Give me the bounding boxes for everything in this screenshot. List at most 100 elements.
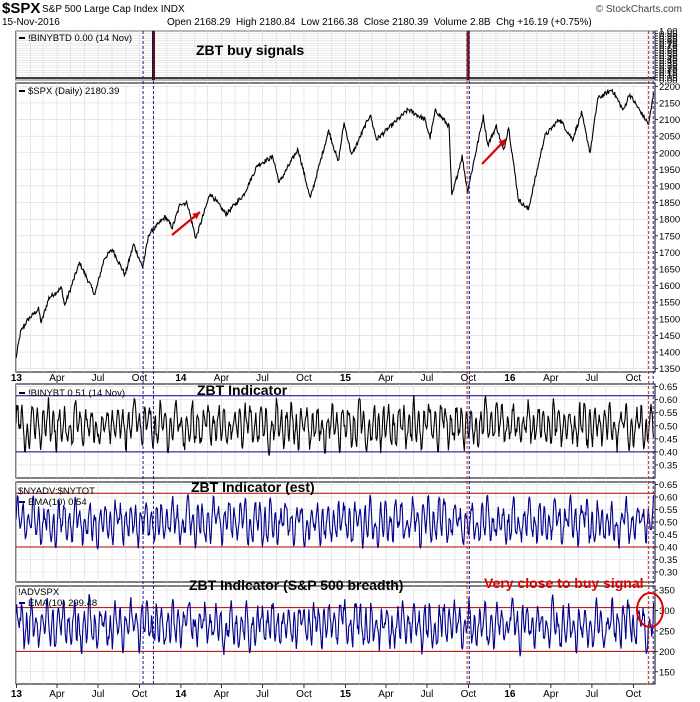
y-tick-label: 0.95 — [659, 29, 678, 40]
ohlc-summary: Open 2168.29 High 2180.84 Low 2166.38 Cl… — [167, 17, 592, 28]
x-tick-label: Jul — [256, 689, 269, 700]
y-tick-label: 0.40 — [659, 447, 678, 458]
x-tick-label: 13 — [11, 373, 23, 384]
y-tick-label: 2100 — [659, 115, 680, 126]
y-tick-label: 0.45 — [659, 434, 678, 445]
y-tick-label: 0.75 — [659, 39, 678, 50]
x-tick-label: 13 — [11, 689, 23, 700]
x-tick-label: Oct — [132, 689, 148, 700]
x-tick-label: Oct — [626, 689, 642, 700]
highlight-circle — [636, 592, 664, 628]
y-tick-label: 1850 — [659, 198, 680, 209]
legend-swatch — [19, 37, 25, 39]
x-tick-label: 15 — [340, 373, 352, 384]
x-tick-label: Apr — [543, 373, 559, 384]
annotation-close-to-signal: Very close to buy signal — [484, 575, 644, 591]
y-tick-label: 0.10 — [659, 71, 678, 82]
x-tick-label: Apr — [543, 689, 559, 700]
zbt-est-line — [15, 494, 655, 550]
x-tick-label: Apr — [49, 689, 65, 700]
y-tick-label: 0.85 — [659, 34, 678, 45]
y-tick-label: 0.45 — [659, 530, 678, 541]
y-tick-label: 0.55 — [659, 505, 678, 516]
y-tick-label: 0.15 — [659, 68, 678, 79]
x-tick-label: Oct — [296, 689, 312, 700]
y-tick-label: 0.35 — [659, 460, 678, 471]
annotation-zbt-breadth: ZBT Indicator (S&P 500 breadth) — [189, 577, 403, 593]
y-tick-label: 0.50 — [659, 421, 678, 432]
y-tick-label: 350 — [659, 586, 675, 597]
legend-swatch — [19, 392, 25, 394]
legend-swatch — [19, 501, 25, 503]
chart-date: 15-Nov-2016 — [2, 17, 60, 28]
y-tick-label: 0.40 — [659, 543, 678, 554]
legend-swatch — [19, 90, 25, 92]
y-tick-label: 2050 — [659, 132, 680, 143]
y-tick-label: 1950 — [659, 165, 680, 176]
y-tick-label: 0.60 — [659, 395, 678, 406]
y-tick-label: 0.70 — [659, 41, 678, 52]
y-tick-label: 1350 — [659, 364, 680, 375]
x-tick-label: 14 — [175, 689, 187, 700]
y-tick-label: 2150 — [659, 98, 680, 109]
chart-header: $SPX S&P 500 Large Cap Index INDX 15-Nov… — [0, 0, 700, 30]
y-tick-label: 0.30 — [659, 568, 678, 579]
x-tick-label: Apr — [214, 689, 230, 700]
annotation-zbt-est: ZBT Indicator (est) — [191, 479, 315, 495]
y-tick-label: 1650 — [659, 265, 680, 276]
panel-legend: !BINYBT 0.51 (14 Nov) — [28, 388, 125, 399]
x-tick-label: 16 — [504, 689, 516, 700]
y-tick-label: 250 — [659, 626, 675, 637]
y-tick-label: 0.30 — [659, 61, 678, 72]
panel-legend: EMA(10) 299.48 — [28, 598, 97, 609]
y-tick-label: 1550 — [659, 298, 680, 309]
y-tick-label: 0.05 — [659, 73, 678, 84]
y-tick-label: 0.25 — [659, 63, 678, 74]
x-tick-label: Jul — [586, 373, 599, 384]
spx-price-line — [15, 88, 655, 359]
y-tick-label: 2000 — [659, 148, 680, 159]
y-tick-label: 200 — [659, 647, 675, 658]
y-tick-label: 0.55 — [659, 49, 678, 60]
x-tick-label: Apr — [49, 373, 65, 384]
y-tick-label: 2200 — [659, 82, 680, 93]
buy-signal-bar — [466, 30, 470, 81]
y-tick-label: 0.35 — [659, 58, 678, 69]
x-tick-label: Jul — [256, 373, 269, 384]
y-tick-label: 1800 — [659, 215, 680, 226]
y-tick-label: 1500 — [659, 314, 680, 325]
y-tick-label: 0.40 — [659, 56, 678, 67]
panel-legend: !BINYBTD 0.00 (14 Nov) — [28, 33, 132, 44]
x-tick-label: Apr — [214, 373, 230, 384]
annotation-buy-signals: ZBT buy signals — [196, 42, 304, 58]
x-tick-label: Oct — [461, 373, 477, 384]
x-tick-label: Apr — [378, 373, 394, 384]
annotation-zbt-indicator: ZBT Indicator — [197, 382, 288, 398]
ticker-symbol: $SPX — [2, 0, 41, 17]
y-tick-label: 0.50 — [659, 518, 678, 529]
y-tick-label: 1900 — [659, 181, 680, 192]
x-tick-label: 15 — [340, 689, 352, 700]
panel-legend: !ADVSPX — [18, 587, 60, 598]
panel-legend: $SPX (Daily) 2180.39 — [28, 86, 119, 97]
legend-swatch — [19, 602, 25, 604]
y-tick-label: 0.65 — [659, 382, 678, 393]
stockcharts-credit: © StockCharts.com — [595, 4, 682, 15]
x-tick-label: Jul — [92, 373, 105, 384]
y-tick-label: 0.50 — [659, 51, 678, 62]
y-tick-label: 0.55 — [659, 408, 678, 419]
panel-legend: EMA(10) 0.54 — [28, 497, 87, 508]
index-name: S&P 500 Large Cap Index INDX — [42, 4, 185, 15]
x-tick-label: Oct — [296, 373, 312, 384]
red-arrow-head — [498, 139, 506, 147]
y-tick-label: 0.65 — [659, 44, 678, 55]
y-tick-label: 1.00 — [659, 27, 678, 38]
x-tick-label: Jul — [586, 689, 599, 700]
breadth-line — [15, 593, 655, 657]
x-tick-label: Oct — [132, 373, 148, 384]
y-tick-label: 150 — [659, 667, 675, 678]
y-tick-label: 0.00 — [659, 76, 678, 87]
x-tick-label: Jul — [421, 689, 434, 700]
y-tick-label: 1700 — [659, 248, 680, 259]
